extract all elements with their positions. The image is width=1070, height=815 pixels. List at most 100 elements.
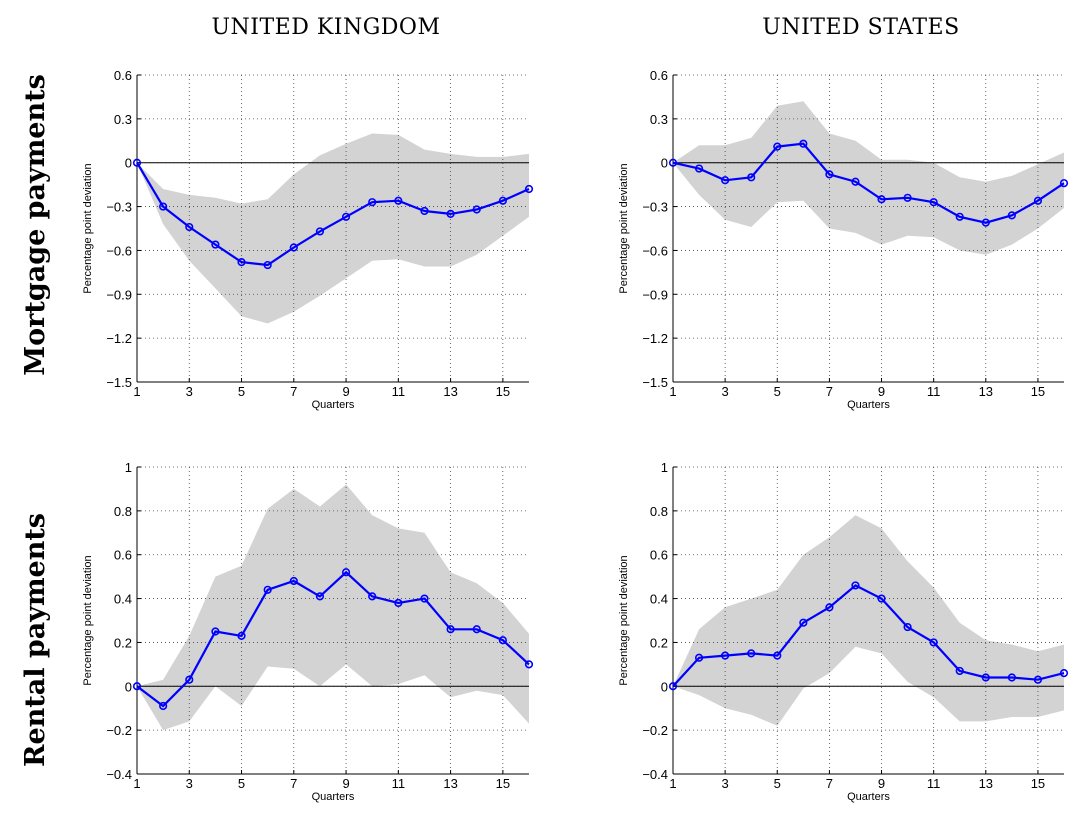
series-point: [851, 581, 860, 590]
series-point: [668, 682, 678, 691]
confidence-band: [137, 133, 529, 324]
x-tick-label: 11: [392, 776, 406, 791]
x-tick-label: 7: [290, 776, 297, 791]
y-tick-label: −1.5: [106, 375, 132, 390]
series-point: [472, 625, 481, 634]
series-point: [289, 576, 298, 586]
series-point: [929, 638, 938, 647]
y-axis-label: Percentage point deviation: [618, 163, 630, 293]
x-tick-label: 5: [774, 776, 781, 791]
y-tick-label: −0.4: [106, 767, 132, 782]
x-tick-label: 3: [186, 776, 193, 791]
series-point: [825, 603, 834, 612]
y-tick-label: −1.5: [642, 375, 668, 390]
series-point: [694, 653, 704, 662]
series-point: [668, 158, 678, 167]
x-axis-label: Quarters: [312, 791, 355, 803]
series-point: [903, 622, 912, 632]
series-point: [446, 209, 455, 218]
series-point: [420, 206, 429, 216]
confidence-band: [673, 515, 1064, 726]
series-line: [136, 570, 530, 708]
row-title-mortgage: Mortgage payments: [20, 74, 51, 376]
x-tick-label: 15: [1031, 776, 1045, 791]
series-point: [368, 592, 377, 601]
series-point: [263, 260, 272, 270]
series-point: [929, 198, 938, 207]
panel-rental-uk: 1 3 5 7 9 11 13 15−0.4−0.200.20.40.60.81Quarter…: [82, 460, 534, 803]
y-tick-label: 0.8: [114, 504, 132, 519]
series-point: [472, 205, 481, 214]
series-point: [341, 568, 351, 577]
y-tick-label: 0.2: [114, 635, 132, 650]
x-tick-label: 1: [133, 776, 140, 791]
x-tick-label: 5: [238, 384, 245, 399]
series-line: [136, 162, 530, 267]
x-tick-label: 11: [927, 776, 941, 791]
y-tick-label: 0.2: [650, 635, 668, 650]
series-point: [132, 158, 142, 167]
series-point: [981, 218, 990, 227]
series-line: [672, 142, 1065, 224]
confidence-band: [673, 101, 1064, 255]
y-tick-label: 0.6: [650, 548, 668, 563]
y-tick-label: −0.9: [642, 287, 668, 302]
x-tick-label: 7: [826, 776, 833, 791]
x-tick-label: 9: [342, 384, 349, 399]
series-point: [903, 193, 912, 202]
series-point: [394, 598, 403, 608]
panel-rental-us: 1 3 5 7 9 11 13 15−0.4−0.200.20.40.60.81Quarter…: [618, 460, 1069, 803]
series-point: [315, 592, 325, 601]
y-tick-label: −0.6: [642, 243, 668, 258]
series-point: [1033, 675, 1043, 684]
column-title-uk: UNITED KINGDOM: [212, 15, 441, 40]
series-point: [315, 227, 325, 236]
x-tick-label: 5: [238, 776, 245, 791]
series-point: [524, 660, 534, 669]
y-axis-label: Percentage point deviation: [82, 555, 94, 685]
series-point: [877, 195, 886, 204]
y-axis-label: Percentage point deviation: [82, 163, 94, 293]
series-point: [237, 631, 246, 640]
row-title-rental: Rental payments: [20, 513, 51, 767]
y-tick-label: 1: [661, 460, 668, 475]
y-tick-label: 0.3: [114, 112, 132, 127]
y-tick-label: −0.2: [106, 723, 132, 738]
series-point: [694, 164, 704, 173]
y-tick-label: 0: [125, 679, 132, 694]
x-tick-label: 9: [878, 776, 885, 791]
y-tick-label: −0.4: [642, 767, 668, 782]
x-tick-label: 15: [496, 776, 510, 791]
series-point: [1007, 673, 1016, 682]
y-tick-label: 0.6: [114, 548, 132, 563]
x-axis-label: Quarters: [847, 399, 890, 411]
series-point: [851, 177, 860, 186]
series-point: [159, 202, 168, 211]
y-tick-label: −0.3: [642, 200, 668, 215]
y-tick-label: 0.4: [114, 592, 132, 607]
series-point: [877, 594, 886, 603]
y-tick-label: 1: [125, 460, 132, 475]
x-tick-label: 13: [979, 776, 993, 791]
x-tick-label: 11: [927, 384, 941, 399]
series-point: [132, 682, 142, 691]
x-tick-label: 15: [496, 384, 510, 399]
x-tick-label: 11: [392, 384, 406, 399]
y-tick-label: 0.3: [650, 112, 668, 127]
series-point: [341, 212, 351, 221]
series-point: [1059, 669, 1069, 678]
series-point: [420, 594, 429, 603]
series-point: [1033, 196, 1043, 205]
y-tick-label: −0.9: [106, 287, 132, 302]
x-tick-label: 15: [1031, 384, 1045, 399]
y-tick-label: 0: [661, 679, 668, 694]
x-tick-label: 1: [133, 384, 140, 399]
series-point: [498, 636, 507, 645]
y-tick-label: −0.3: [106, 200, 132, 215]
series-point: [446, 625, 455, 634]
confidence-band: [137, 484, 529, 731]
series-point: [159, 701, 168, 711]
panel-mortgage-us: 1 3 5 7 9 11 13 15−1.5−1.2−0.9−0.6−0.300.30.6Qu…: [618, 68, 1069, 411]
series-line: [672, 584, 1065, 688]
